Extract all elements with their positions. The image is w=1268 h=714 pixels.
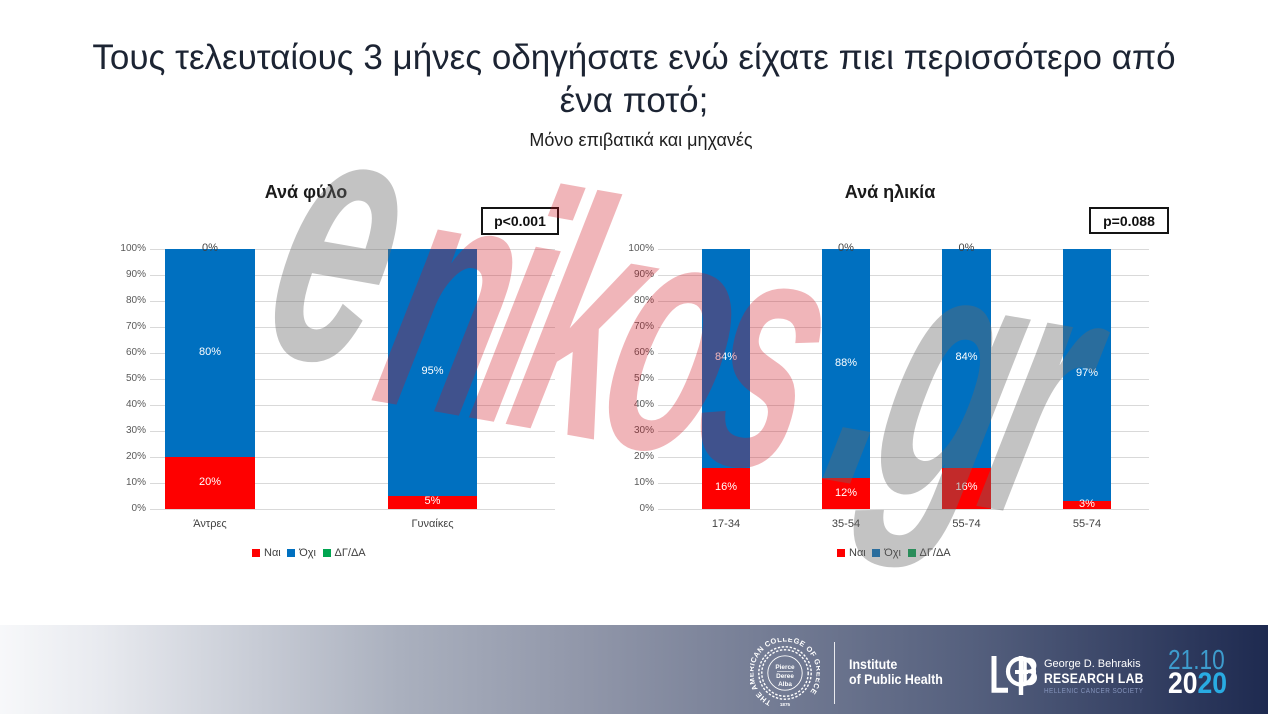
svg-text:1875: 1875 <box>780 702 791 707</box>
svg-text:Alba: Alba <box>778 681 792 688</box>
svg-text:Pierce: Pierce <box>775 664 795 671</box>
svg-text:Deree: Deree <box>776 673 794 680</box>
